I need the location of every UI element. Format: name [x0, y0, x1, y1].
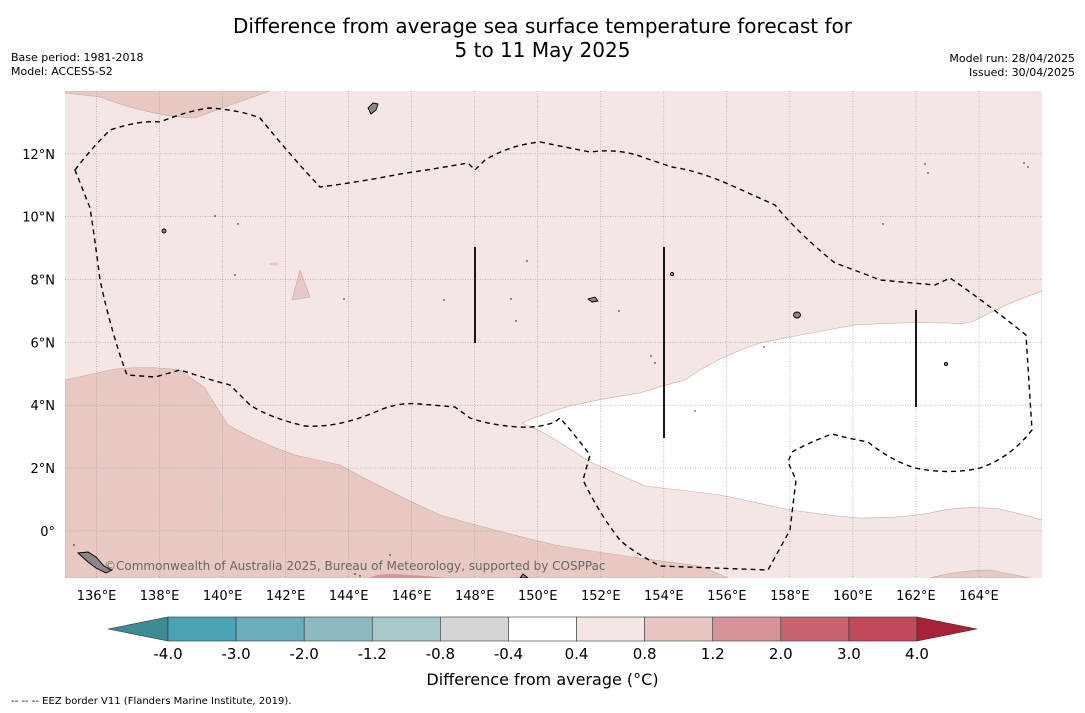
island: [793, 311, 801, 319]
colorbar-tick-label: 4.0: [905, 645, 929, 663]
copyright-notice: ©Commonwealth of Australia 2025, Bureau …: [104, 559, 606, 573]
island: [76, 551, 114, 574]
colorbar-extend-high: [916, 616, 978, 642]
colorbar-tick-label: 0.4: [565, 645, 589, 663]
issued-label: Issued: 30/04/2025: [968, 66, 1075, 79]
lon-tick-label: 142°E: [266, 589, 306, 604]
lon-tick-label: 144°E: [329, 589, 369, 604]
island: [367, 102, 379, 115]
model-label: Model: ACCESS-S2: [11, 65, 113, 78]
islands: [76, 102, 949, 578]
colorbar-tick-label: -2.0: [290, 645, 319, 663]
colorbar-bin: [508, 616, 577, 642]
colorbar: [107, 616, 978, 642]
colorbar-tick-label: -1.2: [358, 645, 387, 663]
lon-tick-label: 152°E: [581, 589, 621, 604]
run-info: Model run: 28/04/2025 Issued: 30/04/2025: [949, 52, 1075, 80]
colorbar-bin: [576, 616, 645, 642]
lon-tick-label: 156°E: [707, 589, 747, 604]
anomaly-patch-southeast: [929, 569, 1031, 578]
colorbar-tick-labels: -4.0 -3.0 -2.0 -1.2 -0.8 -0.4 0.4 0.8 1.2 2.0 3.0 4…: [153, 645, 929, 663]
island: [943, 361, 949, 367]
lat-tick-label: 8°N: [31, 274, 56, 289]
colorbar-bin: [712, 616, 782, 642]
colorbar-extend-low: [107, 616, 169, 642]
colorbar-bin: [235, 616, 305, 642]
lon-tick-label: 162°E: [896, 589, 936, 604]
lat-tick-label: 10°N: [22, 211, 55, 226]
colorbar-bin: [371, 616, 441, 642]
colorbar-tick-label: 3.0: [837, 645, 861, 663]
colorbar-tick-label: 1.2: [701, 645, 725, 663]
colorbar-tick-label: -3.0: [221, 645, 250, 663]
lon-tick-label: 136°E: [77, 589, 117, 604]
eez-border-main: [74, 107, 1033, 571]
lat-tick-label: 0°: [40, 525, 55, 540]
base-period-label: Base period: 1981-2018: [11, 51, 144, 64]
anomaly-region-warm-south: [65, 367, 729, 578]
lat-tick-label: 2°N: [31, 462, 56, 477]
anomaly-patch-hot: [368, 574, 447, 578]
map-title: Difference from average sea surface temp…: [0, 14, 1085, 62]
title-line-2: 5 to 11 May 2025: [454, 38, 631, 62]
colorbar-bin: [167, 616, 237, 642]
anomaly-region-neutral: [521, 290, 1042, 521]
colorbar-bin: [780, 616, 850, 642]
lon-tick-label: 138°E: [140, 589, 180, 604]
anomaly-region-warm-north: [65, 91, 271, 119]
latitude-tick-labels: 12°N 10°N 8°N 6°N 4°N 2°N 0°: [22, 148, 55, 540]
island: [519, 573, 529, 578]
lat-tick-label: 6°N: [31, 336, 56, 351]
title-line-1: Difference from average sea surface temp…: [232, 14, 852, 38]
colorbar-bin: [848, 616, 918, 642]
longitude-tick-labels: 136°E 138°E 140°E 142°E 144°E 146°E 148°E 150°E…: [77, 589, 999, 604]
island: [161, 228, 167, 234]
colorbar-tick-label: -4.0: [153, 645, 182, 663]
lon-tick-label: 146°E: [392, 589, 432, 604]
map-gridlines: [65, 91, 1042, 578]
lat-tick-label: 4°N: [31, 399, 56, 414]
footer-note: -- -- -- EEZ border V11 (Flanders Marine…: [11, 696, 292, 707]
anomaly-patch-small: [291, 269, 311, 301]
lon-tick-label: 150°E: [518, 589, 558, 604]
atolls: [73, 162, 1029, 577]
colorbar-tick-label: -0.4: [494, 645, 523, 663]
model-run-label: Model run: 28/04/2025: [949, 52, 1075, 65]
colorbar-bin: [644, 616, 714, 642]
colorbar-bin: [440, 616, 509, 642]
island: [587, 296, 599, 303]
colorbar-tick-label: -0.8: [426, 645, 455, 663]
lon-tick-label: 164°E: [959, 589, 999, 604]
lat-tick-label: 12°N: [22, 148, 55, 163]
island: [669, 271, 675, 277]
lon-tick-label: 140°E: [203, 589, 243, 604]
colorbar-tick-label: 0.8: [633, 645, 657, 663]
colorbar-bin: [303, 616, 373, 642]
model-info: Base period: 1981-2018 Model: ACCESS-S2: [11, 51, 143, 79]
anomaly-patch-tiny: [269, 262, 279, 266]
colorbar-tick-label: 2.0: [769, 645, 793, 663]
colorbar-title: Difference from average (°C): [426, 670, 659, 689]
lon-tick-label: 148°E: [455, 589, 495, 604]
lon-tick-label: 158°E: [770, 589, 810, 604]
lon-tick-label: 154°E: [644, 589, 684, 604]
lon-tick-label: 160°E: [833, 589, 873, 604]
map-frame: ©Commonwealth of Australia 2025, Bureau …: [65, 91, 1042, 578]
